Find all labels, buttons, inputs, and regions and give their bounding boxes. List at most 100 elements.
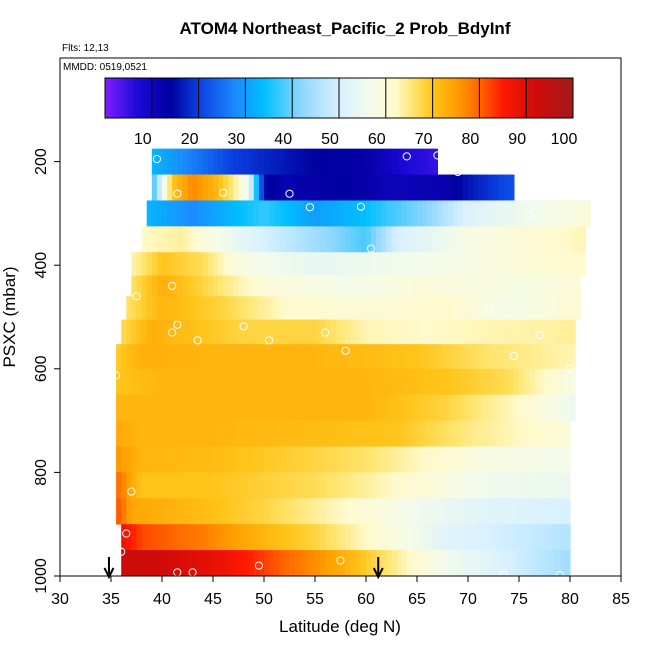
heat-cell <box>503 524 510 551</box>
heat-cell <box>309 174 316 201</box>
heat-cell <box>197 550 204 576</box>
heat-cell <box>304 524 311 551</box>
heat-cell <box>570 200 576 227</box>
heat-cell <box>437 498 444 525</box>
colorbar-segment <box>488 78 492 118</box>
heat-cell <box>228 344 234 370</box>
heat-cell <box>355 368 362 396</box>
heat-cell <box>258 394 265 421</box>
heat-cell <box>131 319 138 345</box>
heat-cell <box>529 498 535 525</box>
heat-cell <box>376 174 382 201</box>
heat-cell <box>519 368 525 396</box>
colorbar-segment <box>444 78 448 118</box>
colorbar-segment <box>245 78 249 118</box>
heat-cell <box>238 296 245 320</box>
heat-cell <box>473 344 479 370</box>
heat-cell <box>197 394 204 421</box>
heat-cell <box>391 472 398 499</box>
heat-cell <box>315 550 321 576</box>
heat-cell <box>335 319 342 345</box>
heat-cell <box>427 344 433 370</box>
heat-cell <box>299 252 306 276</box>
heat-cell <box>218 252 224 276</box>
heat-cell <box>539 296 546 320</box>
heat-cell <box>411 446 418 473</box>
x-axis: 30 35 40 45 50 55 60 65 70 75 80 85 <box>51 576 630 608</box>
colorbar-segment <box>287 78 291 118</box>
heat-cell <box>503 319 510 345</box>
heat-cell <box>396 394 403 421</box>
heat-cell <box>468 420 474 447</box>
heat-cell <box>564 344 571 370</box>
heat-cell <box>233 420 240 447</box>
heat-cell <box>437 524 444 551</box>
heat-cell <box>381 252 387 276</box>
heat-cell <box>253 446 260 473</box>
heat-cell <box>202 275 209 297</box>
heat-cell <box>539 252 546 276</box>
heat-cell <box>570 394 576 421</box>
heat-cell <box>397 576 403 602</box>
colorbar-segment <box>556 78 560 118</box>
heat-cell <box>167 174 173 201</box>
heat-cell <box>544 296 551 320</box>
heat-cell <box>411 472 418 499</box>
heat-cell <box>457 200 464 227</box>
heat-cell <box>396 498 403 525</box>
flight-marker <box>453 167 462 177</box>
heat-cell <box>320 344 326 370</box>
colorbar-segment <box>530 78 534 118</box>
heat-cell <box>299 226 306 253</box>
heat-cell <box>304 296 311 320</box>
heat-cell <box>396 174 403 201</box>
heat-cell <box>417 174 423 201</box>
heat-cell <box>238 524 245 551</box>
heat-cell <box>335 524 342 551</box>
heat-cell <box>274 472 280 499</box>
heat-cell <box>238 394 245 421</box>
x-tick-label: 65 <box>408 591 426 608</box>
heat-cell <box>243 252 250 276</box>
heat-cell <box>279 148 285 175</box>
heat-cell <box>503 252 510 276</box>
heat-cell <box>213 296 219 320</box>
heat-cell <box>264 296 270 320</box>
heat-cell <box>141 550 148 576</box>
colorbar-segment <box>371 78 375 118</box>
heat-cell <box>462 498 469 525</box>
heat-cell <box>366 319 372 345</box>
colorbar-segment <box>268 78 272 118</box>
heat-cell <box>151 275 158 297</box>
heat-cell <box>294 420 301 447</box>
heat-cell <box>172 446 178 473</box>
heat-cell <box>202 446 209 473</box>
heat-cell <box>167 368 173 396</box>
heat-cell <box>151 296 158 320</box>
colorbar-segment <box>439 78 443 118</box>
heat-cell <box>524 550 530 576</box>
heat-cell <box>228 174 234 201</box>
heat-cell <box>366 498 372 525</box>
heat-cell <box>284 148 291 175</box>
colorbar-segment <box>119 78 122 118</box>
heat-cell <box>223 394 229 421</box>
colorbar-segment <box>470 78 473 118</box>
heat-cell <box>192 394 199 421</box>
heat-cell <box>228 446 234 473</box>
heat-cell <box>238 174 245 201</box>
colorbar-segment <box>294 78 298 118</box>
heat-cell <box>279 174 285 201</box>
heat-cell <box>534 226 540 253</box>
heat-cell <box>452 319 459 345</box>
heat-cell <box>503 472 510 499</box>
heat-cell <box>146 252 153 276</box>
heat-cell <box>513 296 520 320</box>
heat-cell <box>182 550 189 576</box>
heat-cell <box>162 174 168 201</box>
heat-cell <box>269 446 275 473</box>
heat-cell <box>366 296 372 320</box>
heat-cell <box>396 275 403 297</box>
heat-cell <box>539 446 546 473</box>
heat-cell <box>146 446 153 473</box>
